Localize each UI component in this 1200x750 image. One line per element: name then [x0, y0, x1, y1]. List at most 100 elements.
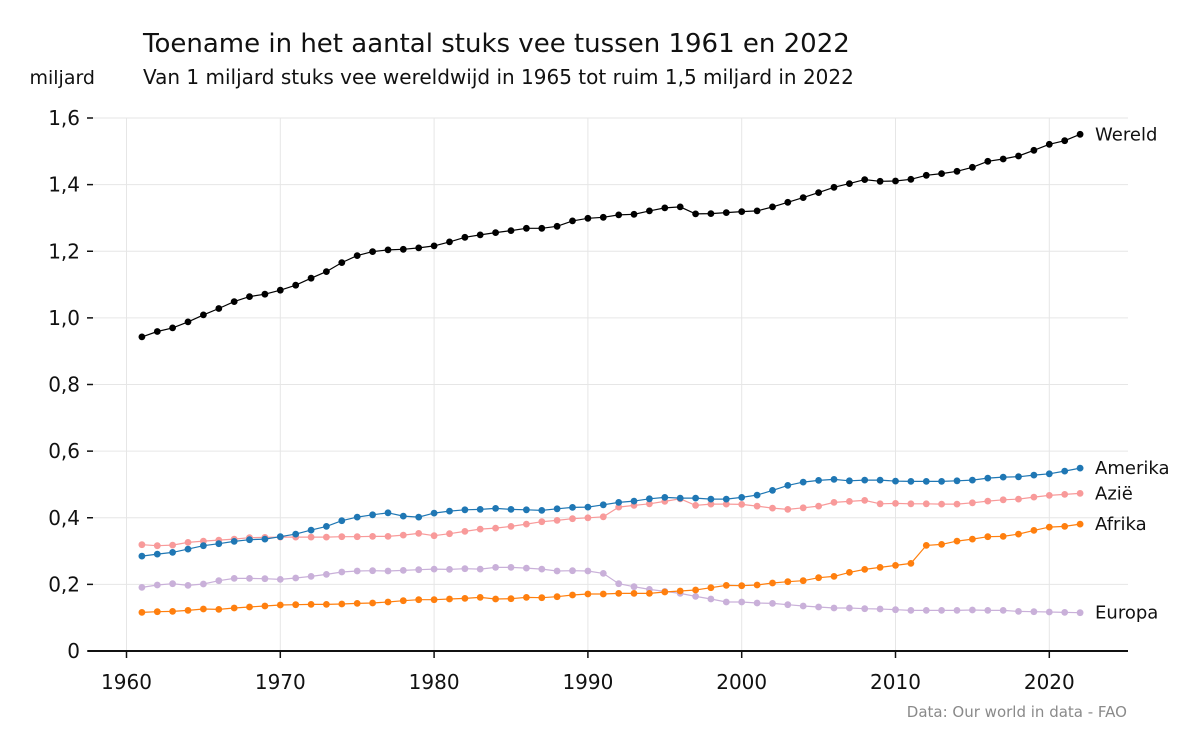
- data-point-azi-2004: [799, 504, 807, 512]
- data-point-amerika-1987: [538, 507, 546, 514]
- data-point-azi-2013: [938, 500, 945, 508]
- data-point-wereld-2011: [907, 175, 915, 183]
- data-point-wereld-2008: [861, 176, 869, 184]
- data-point-europa-1983: [476, 565, 484, 573]
- data-point-afrika-2019: [1030, 527, 1038, 534]
- data-point-europa-1978: [399, 567, 407, 574]
- y-tick-label: 0,6: [48, 439, 80, 463]
- data-point-wereld-2000: [738, 208, 746, 216]
- data-point-wereld-1994: [646, 207, 653, 215]
- data-point-amerika-1964: [184, 545, 192, 553]
- series-wereld: [138, 130, 1084, 341]
- series-label-azi: Azië: [1095, 483, 1133, 504]
- data-point-azi-1985: [507, 523, 515, 530]
- data-point-wereld-1976: [369, 248, 376, 256]
- data-point-europa-1989: [569, 567, 576, 575]
- data-point-wereld-2007: [846, 180, 853, 188]
- data-point-europa-2008: [861, 605, 869, 613]
- data-point-afrika-2012: [922, 542, 930, 549]
- data-point-europa-1964: [184, 582, 192, 589]
- data-point-europa-2000: [738, 598, 746, 606]
- data-point-azi-1973: [323, 533, 330, 541]
- data-point-azi-2016: [984, 497, 992, 505]
- data-point-afrika-2011: [907, 560, 915, 567]
- data-point-wereld-1970: [276, 286, 284, 294]
- data-point-amerika-2015: [969, 476, 976, 484]
- data-point-wereld-2004: [799, 194, 807, 202]
- x-axis: 1960 1970 1980 1990 2000 2010 2020: [88, 650, 1128, 694]
- data-point-amerika-1975: [353, 513, 361, 521]
- series-line-wereld: [141, 133, 1081, 338]
- series-label-afrika: Afrika: [1095, 514, 1147, 535]
- data-point-afrika-1966: [215, 606, 223, 613]
- data-point-wereld-2005: [815, 189, 822, 197]
- data-point-europa-2020: [1045, 608, 1053, 616]
- data-point-afrika-2017: [999, 533, 1007, 540]
- data-point-afrika-2009: [876, 564, 884, 571]
- data-point-amerika-1993: [630, 497, 638, 505]
- data-point-azi-1994: [646, 500, 653, 508]
- y-tick-label: 1,0: [48, 306, 80, 330]
- data-point-afrika-1965: [200, 605, 207, 613]
- data-point-wereld-1983: [476, 231, 484, 239]
- data-point-azi-1979: [415, 530, 423, 537]
- data-point-amerika-1983: [476, 506, 484, 513]
- data-point-afrika-1990: [584, 590, 592, 598]
- data-point-amerika-1967: [230, 538, 238, 545]
- data-point-europa-2003: [784, 601, 792, 609]
- data-point-amerika-2004: [799, 478, 807, 486]
- data-point-europa-1976: [369, 567, 376, 575]
- data-point-afrika-1987: [538, 594, 546, 602]
- data-point-wereld-2016: [984, 157, 992, 165]
- data-point-europa-1974: [338, 568, 346, 576]
- data-point-wereld-2014: [953, 167, 961, 175]
- data-point-azi-2006: [830, 499, 838, 506]
- data-point-europa-1998: [707, 595, 715, 603]
- data-point-afrika-1976: [369, 599, 376, 607]
- data-point-europa-1972: [307, 573, 315, 580]
- data-point-wereld-1966: [215, 305, 223, 312]
- data-point-afrika-1991: [599, 590, 607, 598]
- data-point-azi-1962: [153, 542, 161, 550]
- data-point-afrika-1979: [415, 596, 423, 604]
- data-point-azi-2020: [1045, 492, 1053, 499]
- data-point-azi-1991: [599, 513, 607, 521]
- data-point-amerika-1979: [415, 513, 423, 521]
- data-point-wereld-1978: [399, 245, 407, 253]
- chart-title: Toename in het aantal stuks vee tussen 1…: [142, 29, 850, 59]
- data-point-azi-1963: [169, 541, 177, 549]
- y-tick-label: 0,2: [48, 572, 80, 596]
- data-point-amerika-1970: [276, 533, 284, 541]
- data-point-azi-2008: [861, 497, 869, 504]
- data-point-amerika-1974: [338, 517, 346, 525]
- data-point-azi-1980: [430, 532, 438, 540]
- data-point-amerika-2020: [1045, 470, 1053, 478]
- data-point-afrika-1974: [338, 600, 346, 608]
- data-point-wereld-2012: [922, 171, 930, 179]
- data-point-wereld-1963: [169, 324, 177, 332]
- data-point-afrika-2015: [969, 535, 976, 543]
- y-tick-label: 1,6: [48, 106, 80, 130]
- data-point-amerika-1962: [153, 550, 161, 558]
- data-point-europa-1967: [230, 575, 238, 582]
- data-point-azi-2011: [907, 500, 915, 508]
- data-point-amerika-1965: [200, 542, 207, 550]
- data-point-amerika-1992: [615, 499, 623, 506]
- data-point-europa-2022: [1076, 609, 1084, 617]
- data-point-amerika-1988: [553, 505, 561, 513]
- data-point-amerika-1980: [430, 509, 438, 517]
- data-point-amerika-2006: [830, 476, 838, 483]
- data-point-amerika-2003: [784, 482, 792, 489]
- data-point-europa-2011: [907, 607, 915, 614]
- data-point-amerika-2018: [1015, 473, 1022, 481]
- series-layer: [138, 130, 1084, 617]
- x-tick-label: 1970: [255, 670, 306, 694]
- data-point-amerika-1971: [292, 530, 300, 538]
- data-point-amerika-2014: [953, 477, 961, 485]
- series-label-wereld: Wereld: [1095, 124, 1157, 145]
- data-point-europa-1993: [630, 583, 638, 591]
- data-point-afrika-2004: [799, 577, 807, 585]
- data-point-afrika-1982: [461, 595, 469, 602]
- data-point-afrika-2010: [892, 562, 899, 569]
- x-tick-label: 1990: [562, 670, 613, 694]
